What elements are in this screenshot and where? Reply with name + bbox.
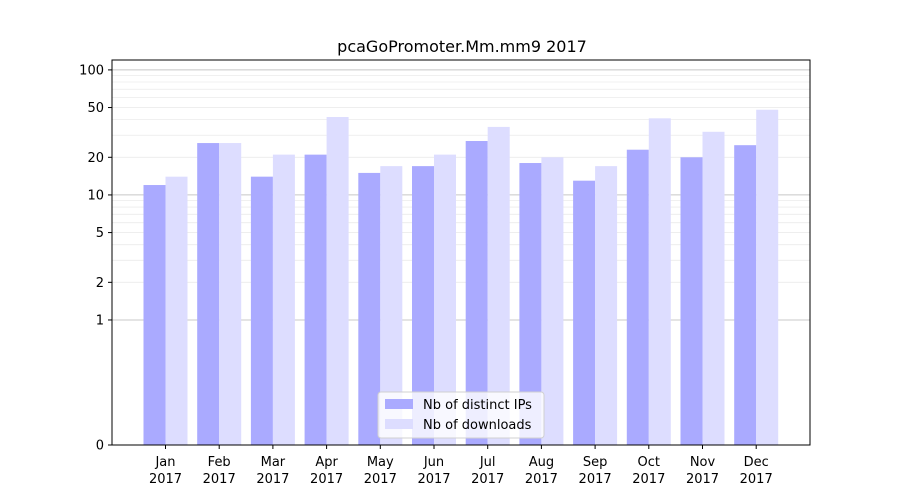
bar-downloads [756,109,779,445]
bar-downloads [380,166,403,445]
x-tick-label-year: 2017 [525,472,558,487]
x-tick-label-month: Jul [479,455,496,470]
x-tick-label-year: 2017 [417,472,450,487]
chart-title: pcaGoPromoter.Mm.mm9 2017 [337,37,587,56]
bar-distinct-ips [465,140,488,445]
x-tick-label-year: 2017 [740,472,773,487]
legend-box [377,391,545,439]
legend-label: Nb of downloads [423,418,532,433]
x-tick-label-month: May [367,455,394,470]
y-tick-label: 50 [87,101,104,116]
bar-downloads [648,118,671,445]
bar-distinct-ips [626,149,649,446]
x-tick-label-year: 2017 [364,472,397,487]
x-tick-label-month: Nov [690,455,716,470]
legend-swatch [385,419,413,429]
bar-distinct-ips [250,176,273,445]
x-tick-label-month: Feb [208,455,231,470]
bar-distinct-ips [680,157,703,445]
y-tick-label: 100 [79,63,104,78]
bar-distinct-ips [197,143,220,445]
x-tick-label-year: 2017 [310,472,343,487]
bar-distinct-ips [734,145,757,445]
x-tick-label-month: Jan [154,455,175,470]
x-tick-label-month: Oct [638,455,660,470]
bar-downloads [165,176,188,445]
bar-distinct-ips [304,154,327,446]
plot-frame [111,59,811,446]
y-axis: 0 1 2 5 10 20 50 100 [79,63,112,454]
legend-swatch [385,399,413,409]
x-tick-label-year: 2017 [686,472,719,487]
x-axis: Jan 2017 Feb 2017 Mar 2017 Apr 2017 May 2017 Jun 20… [149,445,773,487]
bar-downloads [487,126,510,446]
x-tick-label-year: 2017 [203,472,236,487]
bar-distinct-ips [519,163,542,445]
bar-downloads [219,143,242,445]
bar-downloads [326,117,349,445]
y-tick-label: 10 [87,188,104,203]
x-tick-label-year: 2017 [149,472,182,487]
bar-downloads [541,157,564,445]
x-tick-label-month: Apr [315,455,338,470]
x-tick-label-month: Jun [423,455,444,470]
y-tick-label: 2 [96,276,104,291]
x-tick-label-year: 2017 [471,472,504,487]
bar-downloads [595,166,618,445]
y-tick-label: 5 [96,226,104,241]
x-tick-label-year: 2017 [579,472,612,487]
y-tick-label: 1 [96,313,104,328]
x-tick-label-month: Aug [529,455,554,470]
y-tick-label: 0 [96,439,104,454]
bar-downloads [272,154,295,446]
bar-distinct-ips [412,166,434,445]
bar-distinct-ips [358,172,381,445]
legend: Nb of distinct IPs Nb of downloads [377,391,545,439]
legend-label: Nb of distinct IPs [423,398,532,413]
x-tick-label-year: 2017 [256,472,289,487]
bar-downloads [434,154,456,446]
x-tick-label-month: Dec [744,455,769,470]
y-tick-label: 20 [87,151,104,166]
bar-downloads [702,131,725,445]
bar-distinct-ips [573,180,596,445]
x-tick-label-month: Sep [583,455,608,470]
x-tick-label-year: 2017 [632,472,665,487]
bar-distinct-ips [143,185,166,445]
x-tick-label-month: Mar [261,455,286,470]
bars [143,109,779,446]
